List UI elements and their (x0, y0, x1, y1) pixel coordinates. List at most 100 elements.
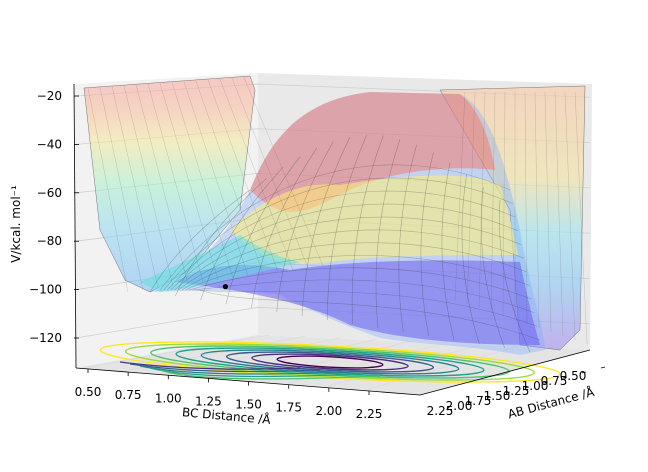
y-tick-mark (543, 381, 549, 384)
mesh-line (181, 242, 527, 291)
x-tick-label: 2.25 (356, 407, 383, 421)
contour-line (124, 343, 536, 381)
z-tick-label: −60 (37, 186, 62, 200)
mesh-line (544, 91, 552, 333)
z-tick-label: −120 (29, 331, 62, 345)
x-axis-line (75, 367, 421, 396)
contour-line (225, 351, 435, 373)
z-tick-label: −100 (29, 283, 62, 297)
mesh-line (219, 79, 294, 271)
surface-right-wall (439, 85, 586, 351)
x-tick-label: 2.00 (315, 404, 342, 418)
mesh-line (327, 134, 367, 321)
mesh-line (159, 164, 511, 291)
x-gridline (128, 336, 305, 371)
y-axis-ticks: 2.252.001.751.501.251.000.750.50 (427, 366, 606, 418)
mesh-line (175, 177, 267, 297)
mesh-line (534, 91, 540, 329)
z-axis-ticks: −20 −40 −60 −80 −100 −120 (29, 89, 79, 345)
mesh-line (174, 216, 522, 291)
x-gridline (168, 337, 342, 374)
mesh-line (441, 162, 455, 341)
mesh-line (490, 91, 496, 313)
y-tick-mark (524, 386, 530, 389)
mesh-line (185, 255, 530, 291)
y-tick-mark (562, 376, 568, 379)
z-tick-label: −20 (37, 89, 62, 103)
surface-ridge-low (175, 260, 540, 345)
x-tick-label: 1.25 (195, 394, 222, 408)
x-tick-label: 1.50 (235, 398, 262, 412)
mesh-line (87, 87, 129, 293)
mesh-line (375, 138, 401, 329)
mesh-line (196, 289, 538, 327)
surface-mesh (87, 77, 588, 353)
y-tick-label: 0.50 (560, 369, 587, 383)
surface-valley-cyan (140, 235, 300, 292)
mesh-line (461, 174, 480, 345)
y-tick-label: 1.50 (484, 389, 511, 403)
mesh-line (207, 79, 279, 273)
mesh-line (454, 91, 466, 301)
mesh-line (351, 135, 384, 325)
mesh-line (574, 91, 588, 345)
mesh-line (170, 203, 519, 291)
surface-ridge-top (250, 92, 495, 212)
mesh-line (183, 81, 249, 277)
mesh-line (159, 83, 219, 281)
mesh-line (554, 91, 564, 337)
mesh-line (420, 152, 434, 337)
contour-line (139, 365, 341, 375)
y-tick-mark (505, 391, 511, 394)
mesh-line (171, 82, 234, 279)
mesh-line (200, 166, 284, 301)
y-tick-label: 1.00 (522, 379, 549, 393)
x-tick-label: 0.50 (75, 385, 102, 399)
mesh-line (149, 189, 251, 293)
mesh-line (398, 144, 417, 333)
x-gridline (87, 334, 269, 368)
mesh-line (524, 91, 528, 325)
x-tick-label: 1.00 (155, 391, 182, 405)
mesh-line (276, 141, 334, 313)
mesh-line (199, 289, 541, 341)
mesh-line (167, 190, 516, 291)
mesh-line (178, 229, 524, 291)
z-tick-label: −80 (37, 234, 62, 248)
contour-line (119, 361, 301, 370)
mesh-line (225, 156, 301, 305)
x-gridline (368, 344, 522, 390)
y-tick-label: 1.25 (503, 384, 530, 398)
mesh-line (195, 80, 264, 275)
y-tick-mark (581, 371, 587, 374)
mesh-line (135, 84, 189, 285)
mesh-line (478, 91, 486, 309)
contour-line (175, 347, 485, 377)
y-axis-line (419, 349, 591, 396)
mesh-line (147, 83, 204, 283)
z-axis-label: V/kcal. mol⁻¹ (9, 185, 23, 263)
x-axis-ticks: 0.50 0.75 1.00 1.25 1.50 1.75 2.00 2.25 (75, 369, 383, 421)
y-tick-label: 2.25 (427, 404, 454, 418)
mesh-line (499, 199, 531, 353)
mesh-line (189, 267, 532, 300)
contour-line (200, 349, 460, 375)
mesh-line (163, 177, 513, 291)
mesh-line (301, 136, 351, 317)
y-tick-mark (467, 401, 473, 404)
mesh-line (99, 87, 144, 291)
mesh-line (111, 86, 159, 289)
mesh-line (243, 77, 324, 267)
z-tick-label: −40 (37, 137, 62, 151)
mesh-line (480, 186, 505, 349)
surface-ridge-mid (230, 175, 518, 265)
contour-line (276, 355, 384, 369)
mesh-line (123, 85, 174, 287)
mesh-line (251, 147, 317, 309)
y-tick-label: 1.75 (465, 394, 492, 408)
mesh-line (502, 91, 506, 317)
x-tick-label: 1.75 (275, 401, 302, 415)
transition-point-marker (222, 284, 229, 290)
